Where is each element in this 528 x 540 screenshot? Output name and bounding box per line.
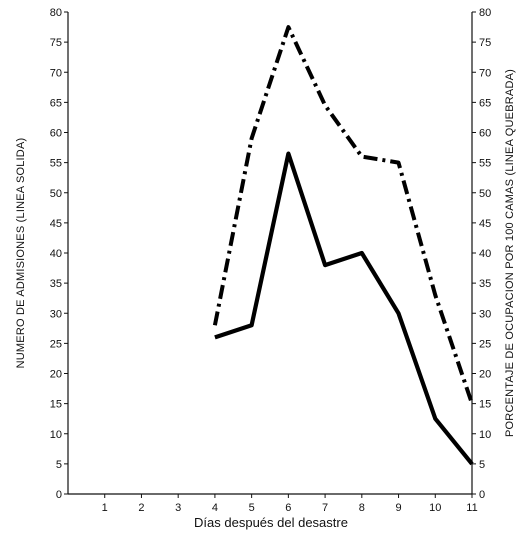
x-tick-label: 9 xyxy=(395,502,401,514)
y-right-tick-label: 25 xyxy=(479,338,491,350)
y-left-tick-label: 65 xyxy=(50,97,62,109)
y-left-tick-label: 75 xyxy=(50,37,62,49)
y-left-tick-label: 45 xyxy=(50,218,62,230)
y-left-tick-label: 35 xyxy=(50,278,62,290)
y-left-tick-label: 40 xyxy=(50,248,62,260)
y-left-tick-label: 80 xyxy=(50,7,62,19)
x-tick-label: 4 xyxy=(212,502,218,514)
y-left-tick-label: 0 xyxy=(56,489,62,501)
y-left-tick-label: 50 xyxy=(50,188,62,200)
y-right-tick-label: 5 xyxy=(479,459,485,471)
x-tick-label: 3 xyxy=(175,502,181,514)
y-right-tick-label: 65 xyxy=(479,97,491,109)
y-right-tick-label: 80 xyxy=(479,7,491,19)
x-tick-label: 5 xyxy=(249,502,255,514)
y-left-tick-label: 15 xyxy=(50,399,62,411)
y-right-tick-label: 0 xyxy=(479,489,485,501)
y-right-tick-label: 55 xyxy=(479,158,491,170)
y-right-tick-label: 60 xyxy=(479,128,491,140)
y-left-tick-label: 10 xyxy=(50,429,62,441)
x-tick-label: 2 xyxy=(138,502,144,514)
x-tick-label: 7 xyxy=(322,502,328,514)
y-right-tick-label: 50 xyxy=(479,188,491,200)
y-right-tick-label: 45 xyxy=(479,218,491,230)
y-left-tick-label: 60 xyxy=(50,128,62,140)
y-right-tick-label: 30 xyxy=(479,308,491,320)
y-axis-right-title: PORCENTAJE DE OCUPACION POR 100 CAMAS (L… xyxy=(504,69,516,437)
y-right-tick-label: 10 xyxy=(479,429,491,441)
y-right-tick-label: 75 xyxy=(479,37,491,49)
y-right-tick-label: 35 xyxy=(479,278,491,290)
y-left-tick-label: 70 xyxy=(50,67,62,79)
y-left-tick-label: 5 xyxy=(56,459,62,471)
series-layer xyxy=(212,25,474,466)
y-left-tick-label: 55 xyxy=(50,158,62,170)
y-left-tick-label: 30 xyxy=(50,308,62,320)
y-right-tick-label: 40 xyxy=(479,248,491,260)
x-tick-label: 11 xyxy=(466,502,477,514)
y-right-tick-label: 15 xyxy=(479,399,491,411)
y-right-tick-label: 70 xyxy=(479,67,491,79)
x-tick-label: 8 xyxy=(359,502,365,514)
series-line-admissions xyxy=(214,151,474,466)
y-axis-left-title: NUMERO DE ADMISIONES (LINEA SOLIDA) xyxy=(15,138,27,369)
series-line-occupancy xyxy=(212,25,474,405)
y-left-tick-label: 25 xyxy=(50,338,62,350)
x-tick-label: 10 xyxy=(429,502,441,514)
x-tick-label: 1 xyxy=(102,502,108,514)
y-right-tick-label: 20 xyxy=(479,369,491,381)
y-left-tick-label: 20 xyxy=(50,369,62,381)
x-axis-title: Días después del desastre xyxy=(194,515,348,530)
x-tick-label: 6 xyxy=(285,502,291,514)
